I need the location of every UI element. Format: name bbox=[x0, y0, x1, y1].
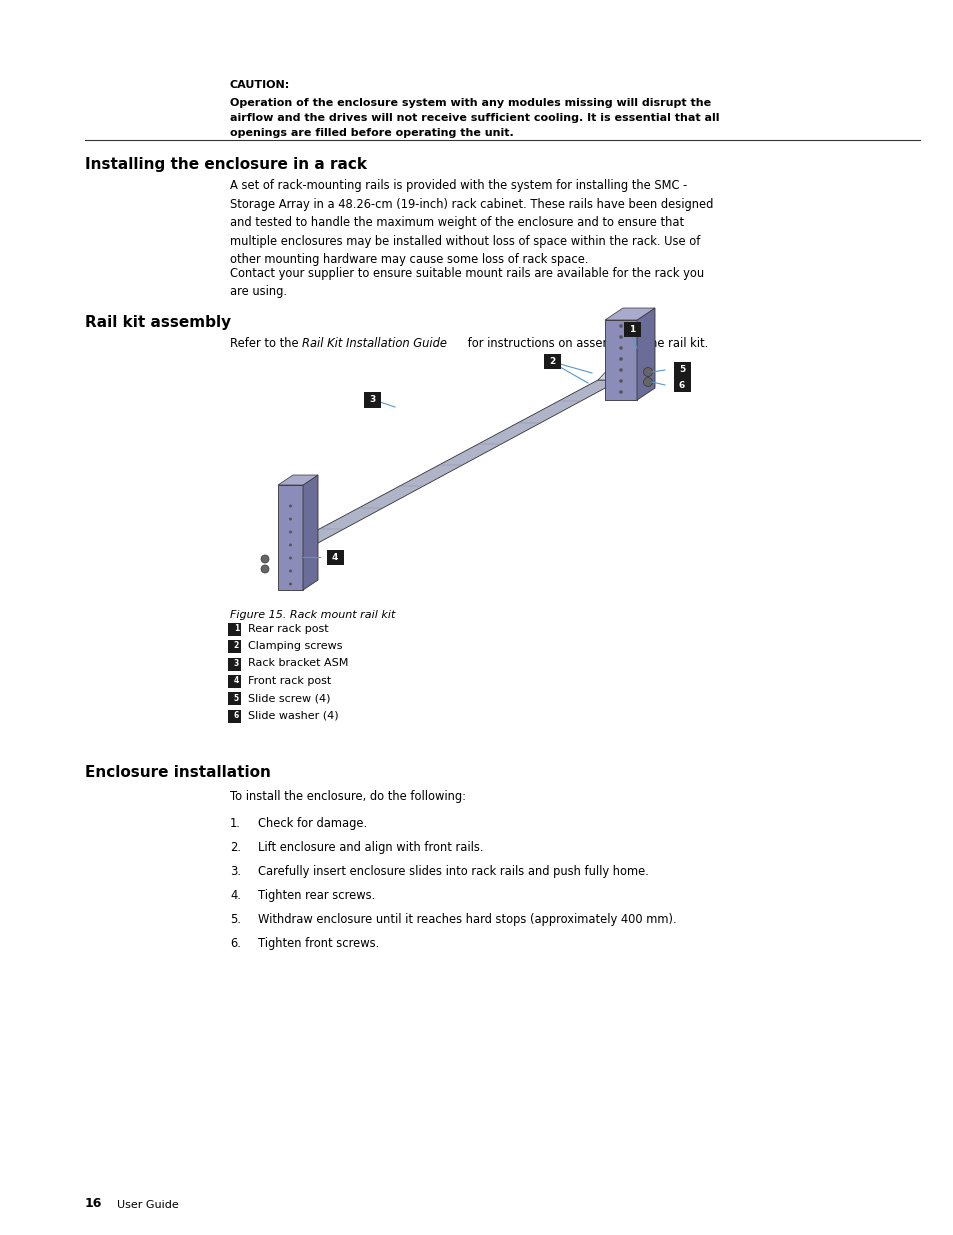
Circle shape bbox=[643, 378, 652, 387]
Circle shape bbox=[289, 557, 292, 559]
Text: Tighten front screws.: Tighten front screws. bbox=[257, 937, 379, 950]
FancyBboxPatch shape bbox=[228, 693, 241, 705]
Text: 2: 2 bbox=[233, 641, 239, 651]
Text: 5: 5 bbox=[679, 366, 684, 374]
Polygon shape bbox=[604, 308, 655, 320]
Polygon shape bbox=[280, 380, 619, 550]
FancyBboxPatch shape bbox=[228, 676, 241, 688]
Text: User Guide: User Guide bbox=[117, 1200, 178, 1210]
Text: Clamping screws: Clamping screws bbox=[248, 641, 342, 651]
Polygon shape bbox=[604, 320, 637, 400]
Circle shape bbox=[618, 390, 622, 394]
Circle shape bbox=[618, 379, 622, 383]
Text: Rear rack post: Rear rack post bbox=[248, 624, 328, 634]
Polygon shape bbox=[277, 475, 317, 485]
Circle shape bbox=[289, 569, 292, 573]
Text: Operation of the enclosure system with any modules missing will disrupt the
airf: Operation of the enclosure system with a… bbox=[230, 98, 719, 137]
Text: Check for damage.: Check for damage. bbox=[257, 818, 367, 830]
Text: 6: 6 bbox=[679, 380, 684, 389]
Text: Enclosure installation: Enclosure installation bbox=[85, 764, 271, 781]
Text: 1: 1 bbox=[233, 624, 239, 634]
Text: Rail Kit Installation Guide: Rail Kit Installation Guide bbox=[302, 337, 447, 350]
Text: 4: 4 bbox=[233, 677, 239, 685]
Text: Carefully insert enclosure slides into rack rails and push fully home.: Carefully insert enclosure slides into r… bbox=[257, 864, 648, 878]
Text: Slide washer (4): Slide washer (4) bbox=[248, 711, 338, 721]
Text: 3: 3 bbox=[233, 659, 239, 668]
Text: Installing the enclosure in a rack: Installing the enclosure in a rack bbox=[85, 157, 367, 172]
Circle shape bbox=[618, 357, 622, 361]
Text: Withdraw enclosure until it reaches hard stops (approximately 400 mm).: Withdraw enclosure until it reaches hard… bbox=[257, 913, 676, 926]
Circle shape bbox=[261, 564, 269, 573]
Text: 6.: 6. bbox=[230, 937, 240, 950]
FancyBboxPatch shape bbox=[363, 393, 380, 408]
Polygon shape bbox=[598, 366, 635, 380]
Text: for instructions on assembling the rail kit.: for instructions on assembling the rail … bbox=[463, 337, 707, 350]
FancyBboxPatch shape bbox=[543, 354, 560, 369]
Circle shape bbox=[289, 531, 292, 534]
Circle shape bbox=[289, 505, 292, 508]
Circle shape bbox=[643, 368, 652, 377]
Text: Front rack post: Front rack post bbox=[248, 676, 331, 685]
Circle shape bbox=[289, 517, 292, 520]
Circle shape bbox=[289, 543, 292, 547]
FancyBboxPatch shape bbox=[326, 550, 343, 564]
Text: Contact your supplier to ensure suitable mount rails are available for the rack : Contact your supplier to ensure suitable… bbox=[230, 267, 703, 299]
Text: CAUTION:: CAUTION: bbox=[230, 80, 290, 90]
FancyBboxPatch shape bbox=[228, 640, 241, 653]
Text: Figure 15. Rack mount rail kit: Figure 15. Rack mount rail kit bbox=[230, 610, 395, 620]
Text: A set of rack-mounting rails is provided with the system for installing the SMC : A set of rack-mounting rails is provided… bbox=[230, 179, 713, 266]
Text: 1.: 1. bbox=[230, 818, 240, 830]
Text: Rack bracket ASM: Rack bracket ASM bbox=[248, 658, 348, 668]
Text: Rail kit assembly: Rail kit assembly bbox=[85, 315, 231, 330]
Text: 6: 6 bbox=[233, 711, 239, 720]
Text: 4: 4 bbox=[332, 552, 337, 562]
Circle shape bbox=[618, 346, 622, 350]
Text: Refer to the: Refer to the bbox=[230, 337, 302, 350]
Circle shape bbox=[618, 335, 622, 338]
Polygon shape bbox=[277, 485, 303, 590]
Text: 3.: 3. bbox=[230, 864, 241, 878]
Text: 2: 2 bbox=[548, 357, 555, 367]
FancyBboxPatch shape bbox=[673, 363, 690, 378]
FancyBboxPatch shape bbox=[228, 710, 241, 722]
Circle shape bbox=[289, 583, 292, 585]
Text: To install the enclosure, do the following:: To install the enclosure, do the followi… bbox=[230, 790, 465, 803]
Polygon shape bbox=[303, 475, 317, 590]
Circle shape bbox=[261, 555, 269, 563]
Text: Lift enclosure and align with front rails.: Lift enclosure and align with front rail… bbox=[257, 841, 483, 853]
Text: Slide screw (4): Slide screw (4) bbox=[248, 694, 330, 704]
Text: Tighten rear screws.: Tighten rear screws. bbox=[257, 889, 375, 902]
Text: 16: 16 bbox=[85, 1197, 102, 1210]
Circle shape bbox=[618, 325, 622, 327]
FancyBboxPatch shape bbox=[623, 322, 639, 337]
Text: 5: 5 bbox=[233, 694, 239, 703]
FancyBboxPatch shape bbox=[228, 622, 241, 636]
Text: 2.: 2. bbox=[230, 841, 241, 853]
Text: 4.: 4. bbox=[230, 889, 240, 902]
Text: 5.: 5. bbox=[230, 913, 241, 926]
Polygon shape bbox=[637, 308, 655, 400]
FancyBboxPatch shape bbox=[673, 378, 690, 393]
Text: 3: 3 bbox=[369, 395, 375, 405]
Circle shape bbox=[618, 368, 622, 372]
Text: 1: 1 bbox=[628, 326, 635, 335]
FancyBboxPatch shape bbox=[228, 657, 241, 671]
